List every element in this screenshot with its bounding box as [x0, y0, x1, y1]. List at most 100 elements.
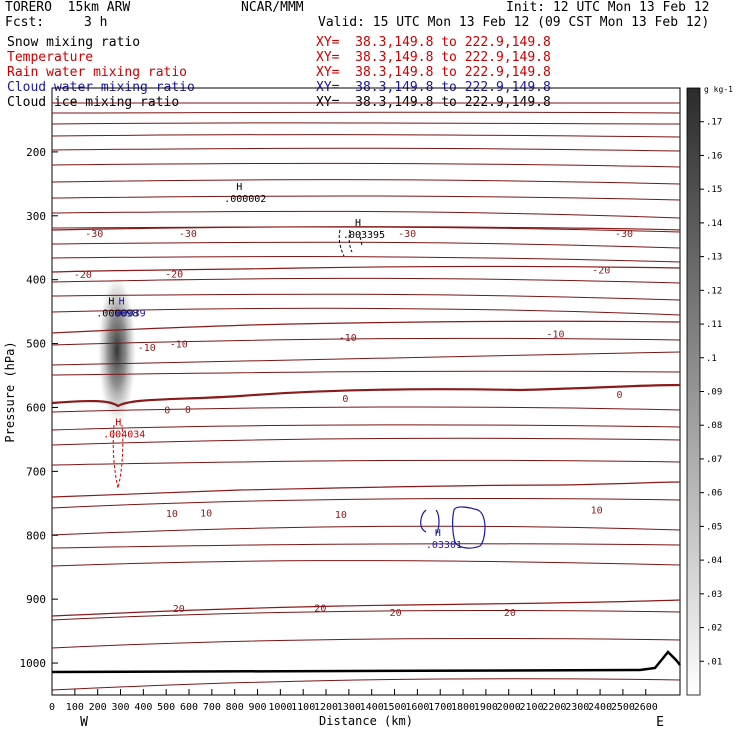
cloudwater-contour-small — [420, 509, 440, 535]
contour-line — [51, 678, 681, 691]
colorbar-tick-label: .09 — [706, 388, 722, 398]
field-temperature-xy: XY= 38.3,149.8 to 222.9,149.8 — [316, 50, 551, 65]
x-tick-label: 2300 — [565, 702, 589, 713]
maximum-h-marker: H — [355, 218, 361, 229]
forecast-hour: 3 h — [84, 15, 108, 30]
x-tick-label: 1000 — [268, 702, 292, 713]
maximum-h-marker: H — [236, 182, 242, 193]
colorbar-tick-label: .08 — [706, 421, 722, 431]
x-tick-label: 2500 — [611, 702, 635, 713]
cloudice-contour — [338, 229, 363, 257]
contour-line — [51, 147, 681, 152]
colorbar-tick-label: .12 — [706, 286, 722, 296]
colorbar-unit: g kg-1 — [704, 85, 733, 94]
y-tick-label: 700 — [26, 465, 46, 478]
plot-frame — [51, 87, 681, 696]
x-tick-label: 100 — [66, 702, 84, 713]
contour-line — [51, 210, 681, 219]
temperature-label: -20 — [74, 270, 92, 281]
temperature-label: 0 — [616, 390, 622, 401]
temperature-label: 20 — [504, 608, 516, 619]
temperature-label: 20 — [173, 604, 185, 615]
maximum-h-marker: H — [115, 417, 121, 428]
x-axis-title: Distance (km) — [319, 714, 413, 728]
x-tick-label: 300 — [111, 702, 129, 713]
temperature-label: -10 — [138, 343, 156, 354]
contour-line — [51, 609, 681, 621]
contour-line — [51, 497, 681, 509]
colorbar-tick-label: .15 — [706, 185, 722, 195]
x-tick-label: 2000 — [497, 702, 521, 713]
contour-line — [51, 543, 681, 549]
colorbar-tick-label: .03 — [706, 590, 722, 600]
y-tick-label: 300 — [26, 210, 46, 223]
x-tick-label: 600 — [180, 702, 198, 713]
y-tick-label: 600 — [26, 401, 46, 414]
temperature-label: 10 — [335, 510, 347, 521]
x-tick-label: 2400 — [588, 702, 612, 713]
maximum-value-label: .03301 — [426, 540, 462, 551]
contour-line — [51, 424, 681, 431]
x-tick-label: 800 — [226, 702, 244, 713]
colorbar-tick-label: .11 — [706, 320, 722, 330]
x-tick-label: 1300 — [337, 702, 361, 713]
colorbar-tick-label: .04 — [706, 556, 722, 566]
colorbar-tick-label: .07 — [706, 455, 722, 465]
x-tick-label: 2200 — [542, 702, 566, 713]
org-label: NCAR/MMM — [241, 0, 304, 15]
valid-time: Valid: 15 UTC Mon 13 Feb 12 (09 CST Mon … — [318, 15, 710, 30]
temp-contour-minus30 — [51, 226, 681, 231]
contour-line — [51, 241, 681, 249]
field-rain-xy: XY= 38.3,149.8 to 222.9,149.8 — [316, 65, 551, 80]
y-tick-label: 800 — [26, 529, 46, 542]
contour-line — [51, 122, 681, 125]
x-tick-label: 200 — [89, 702, 107, 713]
forecast-label: Fcst: — [5, 15, 45, 30]
colorbar-ticks: .01 .02 .03 .04 .05 .06 .07 .08 .09 .1 .11 .12 .13 .1… — [700, 118, 722, 667]
maxima-labels: H.000002H.003395H.000098H.00039H.004034H… — [96, 182, 462, 551]
temperature-label: 10 — [166, 509, 178, 520]
x-tick-label: 2600 — [634, 702, 658, 713]
maximum-value-label: .00039 — [110, 309, 146, 320]
maximum-h-marker: H — [108, 297, 114, 308]
temp-contour-0 — [51, 383, 681, 408]
y-tick-label: 500 — [26, 338, 46, 351]
contour-line — [51, 370, 681, 376]
contour-line — [51, 437, 681, 446]
y-tick-label: 400 — [26, 274, 46, 287]
temp-contour-20 — [51, 599, 681, 617]
contour-line — [51, 293, 681, 301]
temperature-label: -30 — [179, 229, 197, 240]
x-tick-label: 1800 — [451, 702, 475, 713]
temperature-label: -20 — [592, 265, 610, 276]
init-time: Init: 12 UTC Mon 13 Feb 12 — [506, 0, 710, 15]
temperature-label: -20 — [165, 269, 183, 280]
y-tick-label: 200 — [26, 146, 46, 159]
colorbar-tick-label: .14 — [706, 219, 722, 229]
maximum-value-label: .003395 — [343, 230, 385, 241]
y-axis: 200 300 400 500 600 700 800 900 1000 — [20, 146, 58, 670]
x-tick-label: 1200 — [314, 702, 338, 713]
contour-line — [51, 637, 681, 649]
terrain-line — [51, 650, 681, 674]
temperature-label: 0 — [342, 394, 348, 405]
x-tick-label: 1700 — [428, 702, 452, 713]
temperature-label: -30 — [398, 229, 416, 240]
temperature-label: 10 — [200, 508, 212, 519]
temperature-label: 0 — [164, 405, 170, 416]
temperature-label: -30 — [85, 229, 103, 240]
cloudwater-contour — [452, 506, 486, 549]
field-snow-label: Snow mixing ratio — [7, 35, 141, 50]
contour-line — [51, 406, 681, 413]
temperature-label: -10 — [339, 333, 357, 344]
contour-line — [51, 162, 681, 168]
model-title: TORERO 15km ARW — [5, 0, 131, 15]
endpoint-west: W — [80, 715, 88, 730]
mixing-ratio-contours — [112, 229, 486, 549]
temperature-labels: -30 -30 -30 -30 -20 -20 -20 -10 -10 -10 -10 0 0 0 0 10 1… — [74, 229, 633, 619]
temperature-label: -10 — [170, 340, 188, 351]
contour-line — [51, 307, 681, 316]
contour-line — [51, 111, 681, 114]
contour-line — [51, 459, 681, 466]
